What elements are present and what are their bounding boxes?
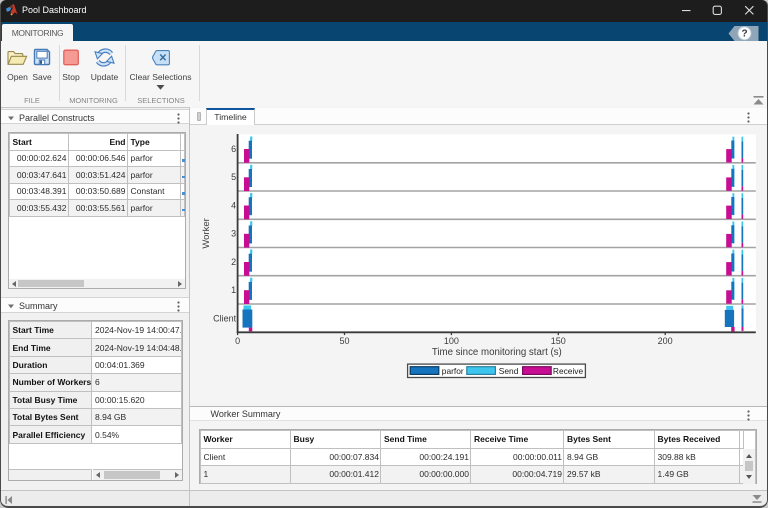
svg-text:Client: Client — [213, 313, 237, 323]
svg-text:5: 5 — [231, 172, 236, 182]
svg-text:Time since monitoring start (s: Time since monitoring start (s) — [432, 346, 562, 357]
svg-text:?: ? — [741, 29, 747, 40]
svg-text:200: 200 — [658, 336, 673, 346]
svg-text:6: 6 — [231, 143, 236, 153]
svg-text:100: 100 — [444, 336, 459, 346]
svg-text:0: 0 — [235, 336, 240, 346]
svg-text:150: 150 — [551, 336, 566, 346]
svg-text:parfor: parfor — [442, 366, 464, 376]
svg-text:3: 3 — [231, 228, 236, 238]
svg-text:2: 2 — [231, 256, 236, 266]
svg-text:1: 1 — [231, 285, 236, 295]
svg-text:Send: Send — [499, 366, 519, 376]
svg-text:4: 4 — [231, 200, 236, 210]
svg-text:50: 50 — [339, 336, 349, 346]
svg-text:Receive: Receive — [553, 366, 584, 376]
svg-text:Worker: Worker — [201, 218, 212, 248]
